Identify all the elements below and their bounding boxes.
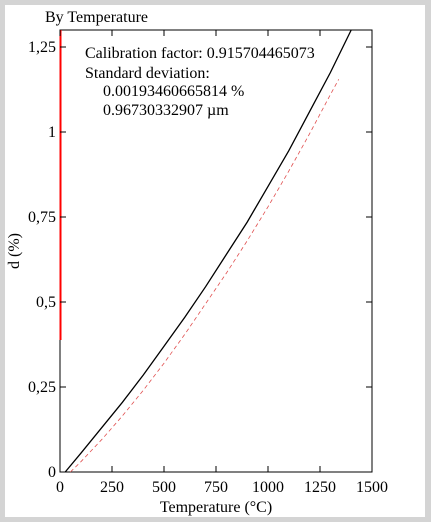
x-tick-label: 250: [100, 479, 124, 496]
x-tick-label: 750: [204, 479, 228, 496]
y-tick-label: 0,75: [28, 209, 56, 226]
calibration-factor-text: Calibration factor: 0.915704465073: [85, 45, 315, 62]
y-tick-label: 0: [48, 464, 56, 481]
y-tick-label: 0,25: [28, 379, 56, 396]
x-tick-label: 1000: [252, 479, 284, 496]
y-tick-label: 0,5: [36, 294, 56, 311]
std-deviation-percent: 0.00193460665814 %: [103, 83, 244, 100]
x-tick-label: 1500: [356, 479, 388, 496]
chart-svg: By Temperature 0 250 500 750 1000 1250 1500 00…: [6, 9, 388, 516]
x-tick-label: 500: [152, 479, 176, 496]
x-axis-title: Temperature (°C): [160, 499, 272, 516]
chart-title: By Temperature: [45, 9, 148, 26]
y-axis-title: d (%): [6, 233, 23, 269]
x-tick-label: 1250: [304, 479, 336, 496]
series-layer: [64, 29, 352, 473]
y-tick-label: 1,25: [28, 39, 56, 56]
x-axis-ticks: 0 250 500 750 1000 1250 1500: [56, 30, 388, 496]
series-line-1: [64, 29, 352, 473]
series-line-2: [70, 79, 340, 473]
y-axis-ticks: 0 0,25 0,5 0,75 1 1,25: [28, 39, 372, 481]
std-deviation-label: Standard deviation:: [85, 65, 210, 82]
y-tick-label: 1: [48, 124, 56, 141]
std-deviation-micrometers: 0.96730332907 µm: [103, 102, 229, 119]
x-tick-label: 0: [56, 479, 64, 496]
